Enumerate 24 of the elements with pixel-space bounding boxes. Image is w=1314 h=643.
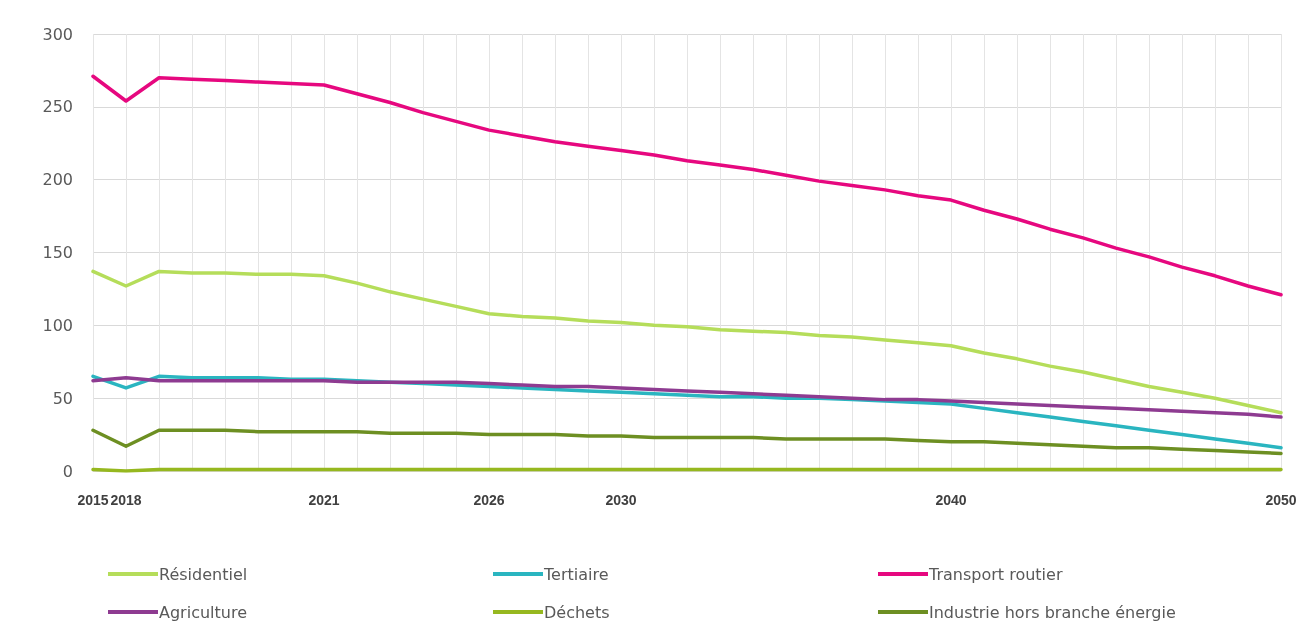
line-series xyxy=(91,74,1283,297)
x-tick-label: 2026 xyxy=(473,492,505,508)
legend-label: Tertiaire xyxy=(543,564,609,584)
x-tick-label: 2015 xyxy=(77,492,109,508)
y-tick-label: 100 xyxy=(42,315,73,335)
legend-label: Agriculture xyxy=(159,602,247,622)
legend-label: Industrie hors branche énergie xyxy=(929,602,1176,622)
y-tick-label: 250 xyxy=(42,97,73,117)
y-tick-label: 150 xyxy=(42,243,73,262)
line-series xyxy=(91,269,1283,415)
line-series xyxy=(91,376,1283,419)
legend-label: Déchets xyxy=(544,602,610,622)
x-tick-label: 2021 xyxy=(308,492,340,508)
x-tick-label: 2030 xyxy=(605,492,637,508)
x-tick-label: 2040 xyxy=(935,492,967,508)
legend-label: Transport routier xyxy=(928,564,1063,584)
y-tick-label: 300 xyxy=(42,24,73,44)
x-tick-label: 2050 xyxy=(1265,492,1297,508)
x-tick-label: 2018 xyxy=(110,492,142,508)
legend-label: Résidentiel xyxy=(159,564,248,584)
y-tick-label: 50 xyxy=(52,388,73,408)
line-series xyxy=(91,428,1283,456)
y-tick-label: 200 xyxy=(42,170,73,190)
y-tick-label: 0 xyxy=(62,461,73,481)
